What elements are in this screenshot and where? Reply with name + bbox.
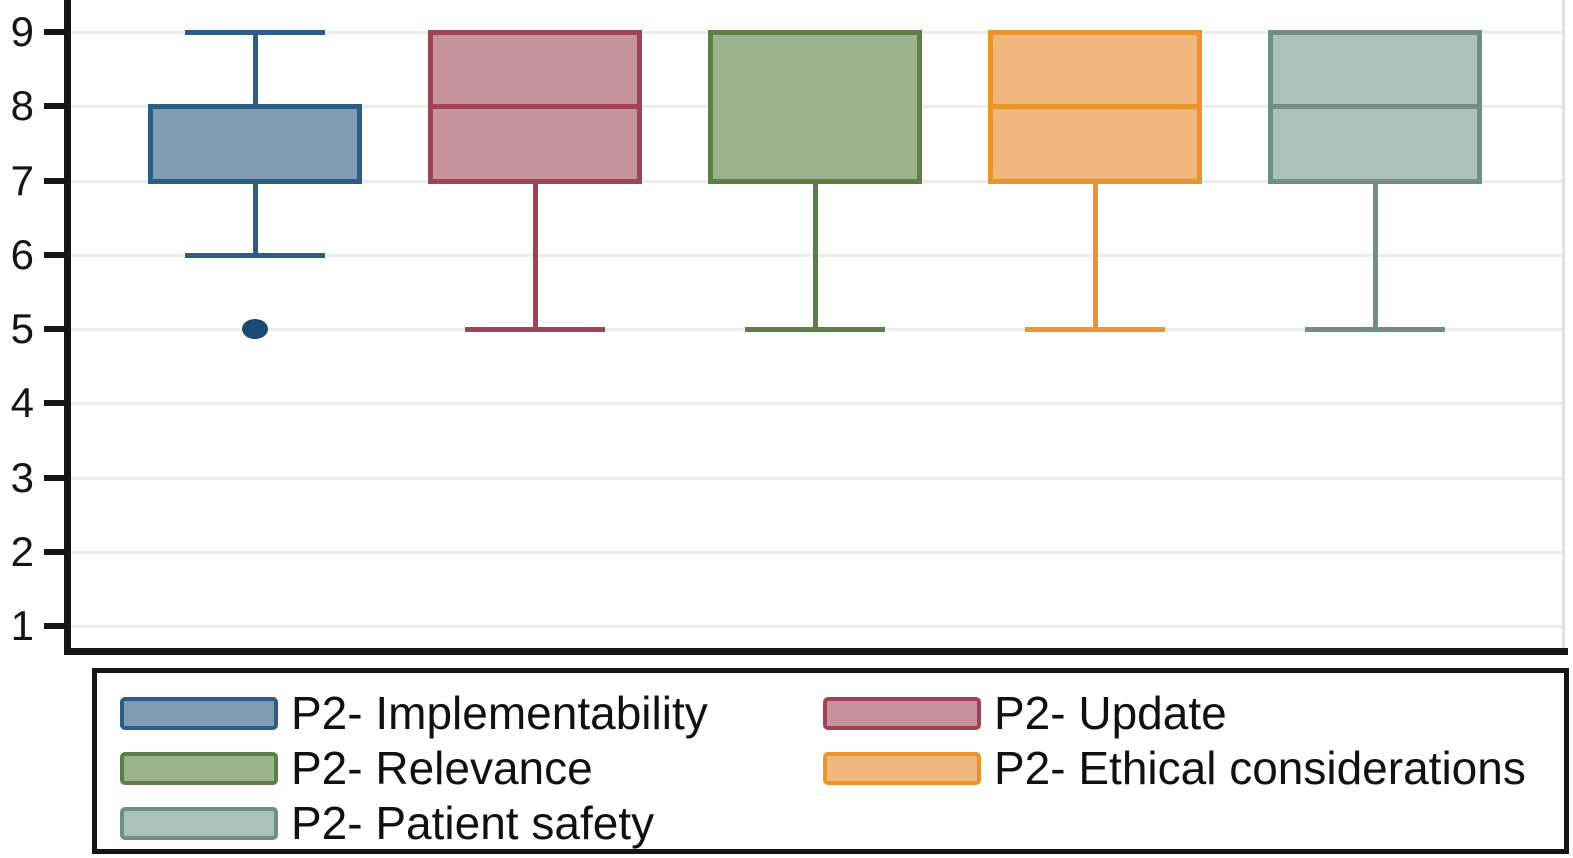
box xyxy=(708,30,922,184)
whisker-cap xyxy=(465,327,605,332)
grid-line xyxy=(71,551,1562,554)
y-tick xyxy=(44,549,66,555)
legend-entry: P2- Update xyxy=(823,685,1227,741)
y-tick-label: 5 xyxy=(10,305,34,352)
legend-label: P2- Ethical considerations xyxy=(994,742,1526,794)
y-tick xyxy=(44,623,66,629)
whisker-line xyxy=(813,181,818,329)
median-line xyxy=(1271,104,1479,109)
y-tick xyxy=(44,252,66,258)
y-tick-label: 4 xyxy=(10,379,34,426)
whisker-cap xyxy=(1025,327,1165,332)
y-tick-label: 9 xyxy=(10,8,34,55)
whisker-line xyxy=(1093,181,1098,329)
whisker-line xyxy=(253,181,258,255)
whisker-line xyxy=(253,32,258,106)
y-tick-label: 7 xyxy=(10,157,34,204)
legend-label: P2- Relevance xyxy=(291,742,593,794)
whisker-cap xyxy=(185,253,325,258)
y-tick-label: 6 xyxy=(10,231,34,278)
legend-entry: P2- Implementability xyxy=(120,685,708,741)
grid-line xyxy=(71,477,1562,480)
grid-line xyxy=(71,402,1562,405)
box xyxy=(148,104,362,184)
legend-entry: P2- Ethical considerations xyxy=(823,740,1526,796)
legend-entry: P2- Patient safety xyxy=(120,795,654,851)
legend-label: P2- Update xyxy=(994,687,1227,739)
plot-right-border xyxy=(1562,0,1565,648)
legend-swatch xyxy=(823,751,981,785)
y-tick-label: 2 xyxy=(10,528,34,575)
legend-swatch xyxy=(823,696,981,730)
legend-box: P2- Implementability P2- Relevance P2- Pat… xyxy=(92,668,1569,854)
y-tick xyxy=(44,29,66,35)
y-axis-line xyxy=(64,0,71,655)
whisker-cap xyxy=(185,30,325,35)
legend-label: P2- Implementability xyxy=(291,687,708,739)
y-tick xyxy=(44,475,66,481)
legend-entry: P2- Relevance xyxy=(120,740,593,796)
outlier-dot xyxy=(242,319,268,339)
x-axis-line xyxy=(64,648,1568,655)
plot-area: 1 2 3 4 5 6 7 8 9 xyxy=(10,0,1568,655)
legend-label: P2- Patient safety xyxy=(291,797,655,849)
legend-swatch xyxy=(120,696,278,730)
legend-swatch xyxy=(120,751,278,785)
whisker-cap xyxy=(745,327,885,332)
y-tick-label: 8 xyxy=(10,82,34,129)
y-tick-label: 1 xyxy=(10,602,34,649)
grid-line xyxy=(71,625,1562,628)
median-line xyxy=(991,104,1199,109)
y-tick xyxy=(44,400,66,406)
median-line xyxy=(431,104,639,109)
y-tick xyxy=(44,103,66,109)
whisker-line xyxy=(1373,181,1378,329)
y-tick-label: 3 xyxy=(10,454,34,501)
whisker-cap xyxy=(1305,327,1445,332)
y-tick xyxy=(44,326,66,332)
y-tick xyxy=(44,178,66,184)
whisker-line xyxy=(533,181,538,329)
legend-swatch xyxy=(120,806,278,840)
